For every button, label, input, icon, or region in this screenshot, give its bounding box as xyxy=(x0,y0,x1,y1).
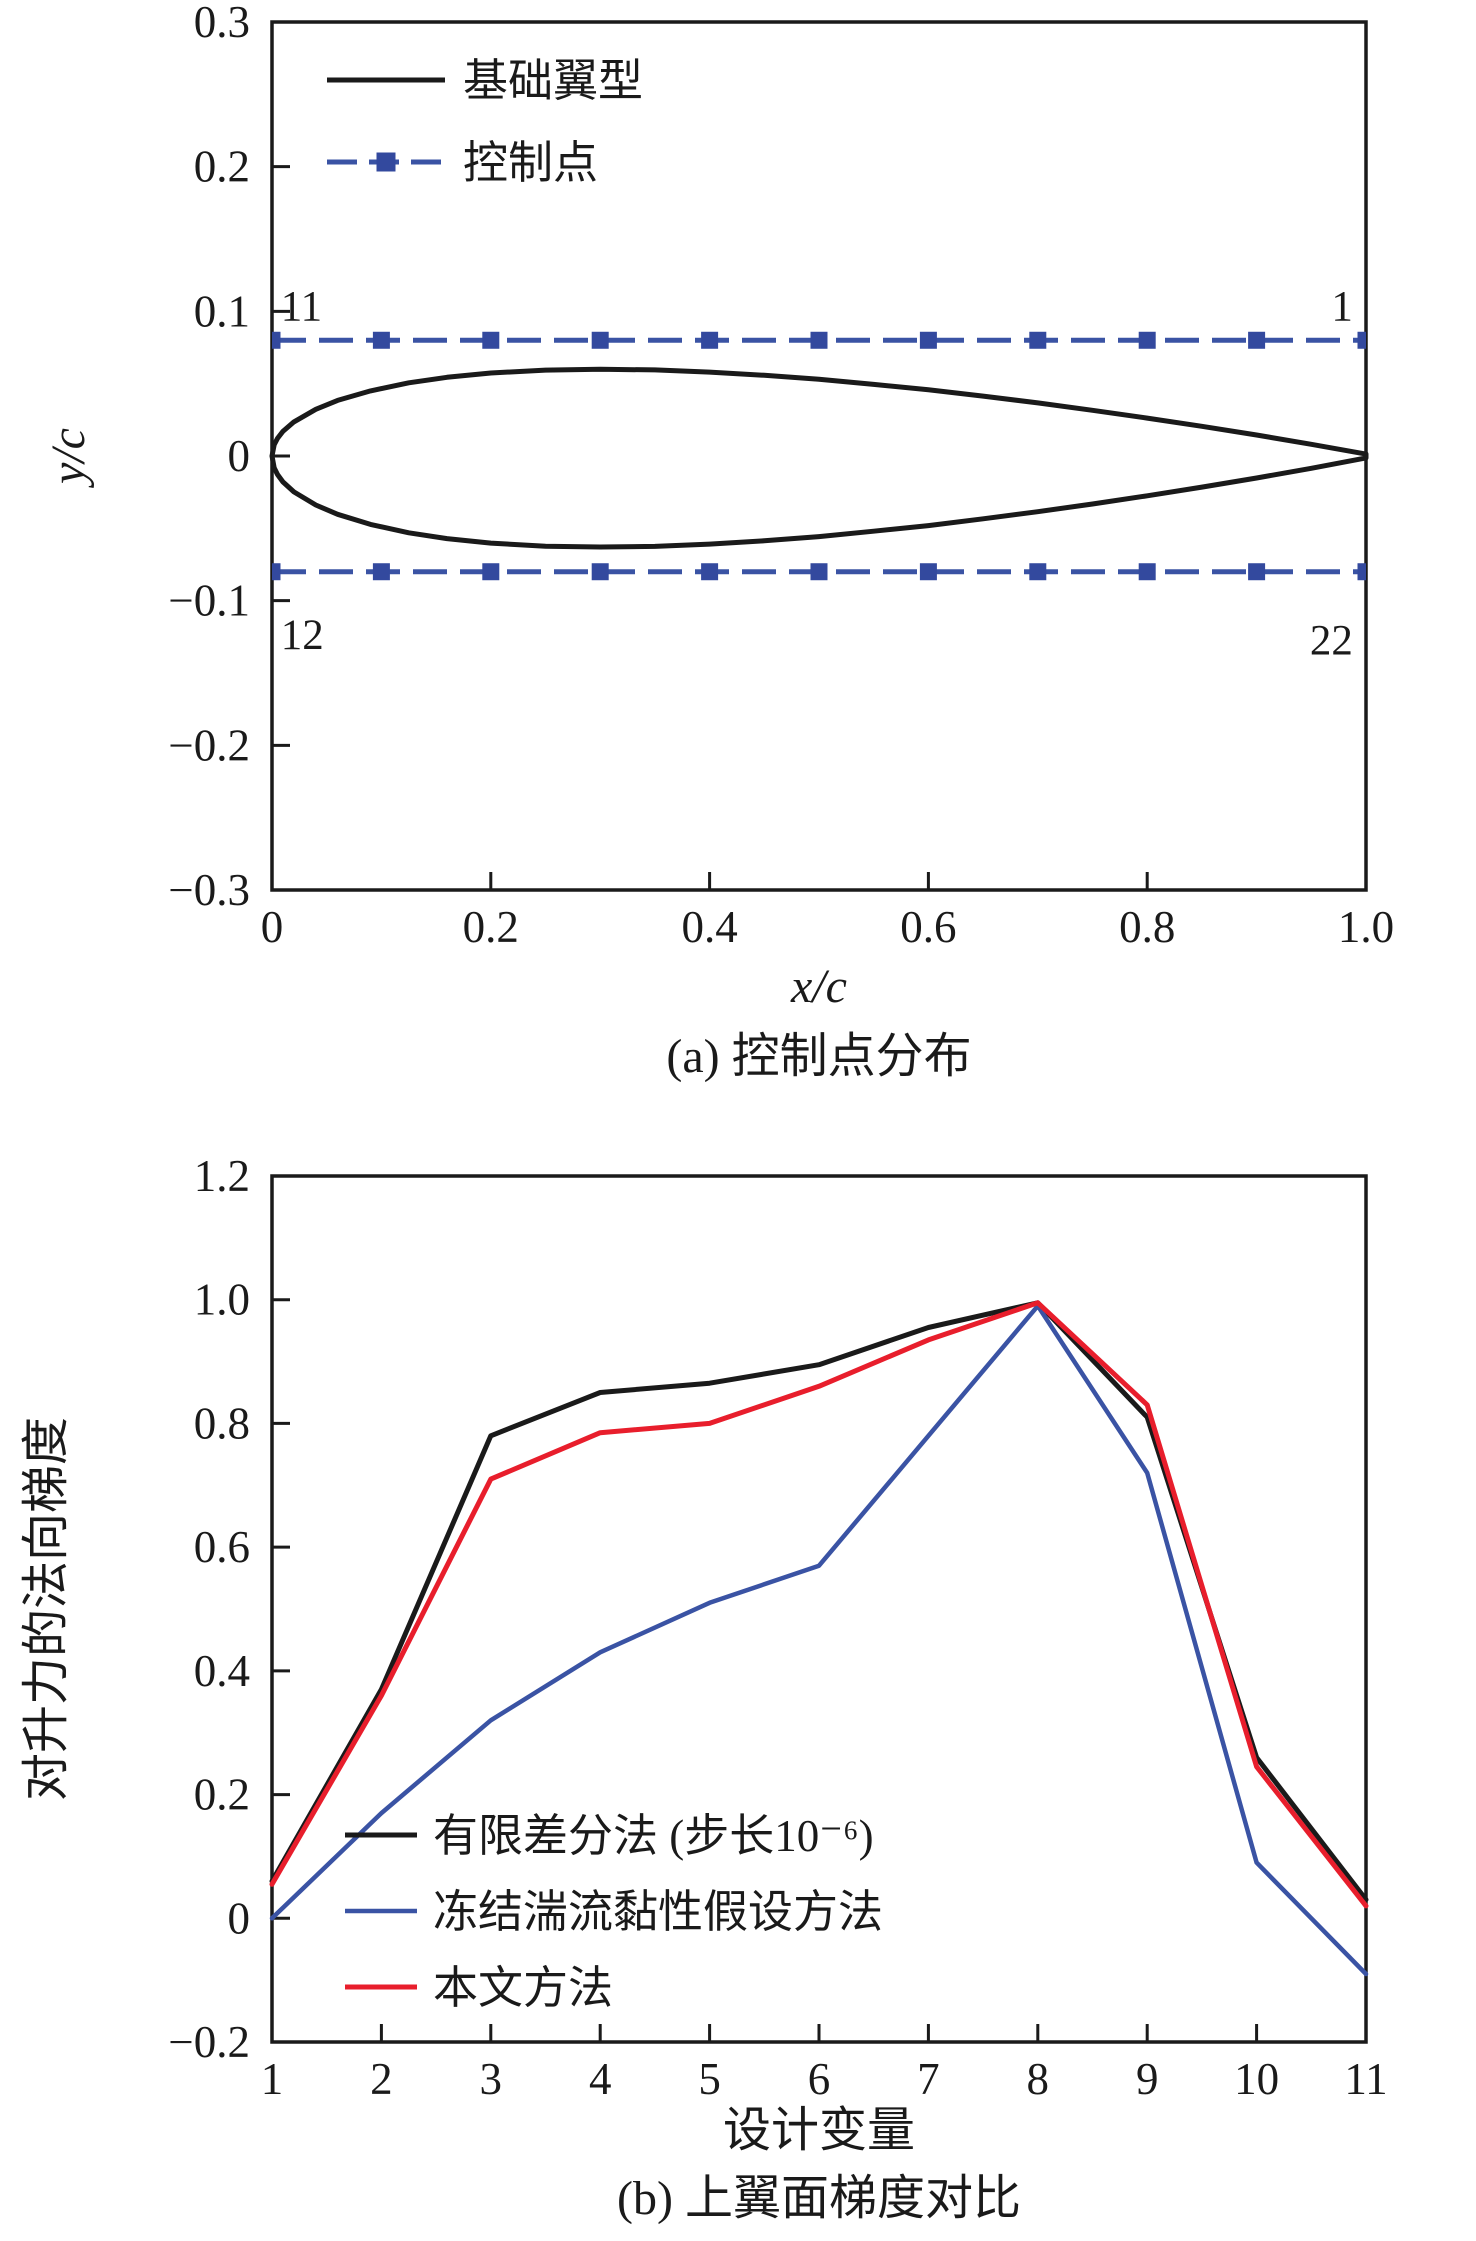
control-point-marker xyxy=(591,563,609,581)
control-point-marker xyxy=(1357,331,1366,349)
panel-b-plot-area: 1 2 3 4 5 6 7 8 9 10 11 1.2 1.0 0.8 0.6 0.4 0.2 0 −0.2 有限差分… xyxy=(168,1151,1387,2104)
control-point-marker xyxy=(1248,563,1266,581)
control-points xyxy=(272,331,1366,581)
y-tick-label: 0 xyxy=(228,1893,251,1943)
control-point-marker xyxy=(701,563,719,581)
axis-ticks: 0 0.2 0.4 0.6 0.8 1.0 0.3 0.2 0.1 0 −0.1 −0.2 −0.3 xyxy=(168,0,1394,952)
panel-a: 0 0.2 0.4 0.6 0.8 1.0 0.3 0.2 0.1 0 −0.1 −0.2 −0.3 基础… xyxy=(42,0,1394,1083)
axes-frame xyxy=(270,20,1368,892)
x-tick-label: 3 xyxy=(480,2054,503,2104)
axis-ticks: 1 2 3 4 5 6 7 8 9 10 11 1.2 1.0 0.8 0.6 0.4 0.2 0 −0.2 xyxy=(168,1151,1387,2104)
y-tick-label: 1.2 xyxy=(194,1151,250,1201)
point-number-label: 1 xyxy=(1331,284,1353,331)
x-tick-label: 0.2 xyxy=(463,902,519,952)
series-line xyxy=(269,1300,1369,1909)
y-tick-label: −0.2 xyxy=(168,720,250,770)
y-tick-label: 0.1 xyxy=(194,286,250,336)
x-tick-label: 0.8 xyxy=(1119,902,1175,952)
y-tick-label: 0.3 xyxy=(194,0,250,47)
control-point-marker xyxy=(810,563,828,581)
control-point-marker xyxy=(810,331,828,349)
airfoil-outline xyxy=(269,366,1369,550)
control-point-marker xyxy=(919,563,937,581)
legend-label: 基础翼型 xyxy=(463,56,643,106)
control-point-marker xyxy=(372,563,390,581)
y-tick-label: −0.3 xyxy=(168,865,250,915)
y-tick-label: 0 xyxy=(228,431,251,481)
y-tick-label: 0.2 xyxy=(194,142,250,192)
series-line xyxy=(269,1303,1369,1977)
y-tick-label: 0.8 xyxy=(194,1398,250,1448)
control-point-marker xyxy=(1248,331,1266,349)
point-number-label: 22 xyxy=(1310,618,1353,665)
control-point-marker xyxy=(1138,563,1156,581)
panel-a-plot-area: 0 0.2 0.4 0.6 0.8 1.0 0.3 0.2 0.1 0 −0.1 −0.2 −0.3 基础… xyxy=(168,0,1394,952)
y-tick-label: −0.1 xyxy=(168,576,250,626)
x-tick-label: 1 xyxy=(261,2054,284,2104)
x-tick-label: 0.4 xyxy=(681,902,737,952)
legend-sample-marker xyxy=(376,152,396,172)
control-point-marker xyxy=(919,331,937,349)
x-tick-label: 7 xyxy=(917,2054,940,2104)
panel-b-caption: (b) 上翼面梯度对比 xyxy=(617,2172,1021,2225)
x-tick-label: 0.6 xyxy=(900,902,956,952)
y-tick-label: 0.6 xyxy=(194,1522,250,1572)
control-point-marker xyxy=(482,563,500,581)
panel-a-x-axis-label: x/c xyxy=(790,960,847,1013)
control-point-marker xyxy=(1138,331,1156,349)
x-tick-label: 11 xyxy=(1344,2054,1387,2104)
legend-label: 冻结湍流黏性假设方法 xyxy=(433,1887,883,1937)
control-point-marker xyxy=(272,563,281,581)
point-number-label: 11 xyxy=(281,284,322,331)
control-point-marker xyxy=(591,331,609,349)
control-point-marker xyxy=(482,331,500,349)
point-number-label: 12 xyxy=(281,612,324,659)
x-tick-label: 8 xyxy=(1027,2054,1050,2104)
panel-a-caption: (a) 控制点分布 xyxy=(666,1030,971,1083)
control-point-marker xyxy=(272,331,281,349)
legend-label: 控制点 xyxy=(463,138,598,188)
x-tick-label: 5 xyxy=(698,2054,721,2104)
panel-b: 1 2 3 4 5 6 7 8 9 10 11 1.2 1.0 0.8 0.6 0.4 0.2 0 −0.2 有限差分… xyxy=(20,1151,1388,2225)
y-tick-label: −0.2 xyxy=(168,2017,250,2067)
control-point-marker xyxy=(701,331,719,349)
x-tick-label: 4 xyxy=(589,2054,612,2104)
control-point-marker xyxy=(1029,563,1047,581)
legend-label: 有限差分法 (步长10⁻⁶) xyxy=(433,1811,874,1861)
y-tick-label: 1.0 xyxy=(194,1275,250,1325)
y-tick-label: 0.4 xyxy=(194,1646,250,1696)
control-point-marker xyxy=(372,331,390,349)
control-point-marker xyxy=(1029,331,1047,349)
panel-a-y-axis-label: y/c xyxy=(42,428,95,489)
control-point-marker xyxy=(1357,563,1366,581)
y-tick-label: 0.2 xyxy=(194,1770,250,1820)
panel-b-x-axis-label: 设计变量 xyxy=(723,2104,915,2157)
panel-b-y-axis-label: 对升力的法向梯度 xyxy=(20,1417,73,1801)
x-tick-label: 10 xyxy=(1234,2054,1279,2104)
x-tick-label: 9 xyxy=(1136,2054,1159,2104)
legend-label: 本文方法 xyxy=(433,1963,613,2013)
x-tick-label: 0 xyxy=(261,902,284,952)
x-tick-label: 6 xyxy=(808,2054,831,2104)
annotations: 11 112 22 xyxy=(281,284,1353,665)
x-tick-label: 2 xyxy=(370,2054,393,2104)
x-tick-label: 1.0 xyxy=(1338,902,1394,952)
